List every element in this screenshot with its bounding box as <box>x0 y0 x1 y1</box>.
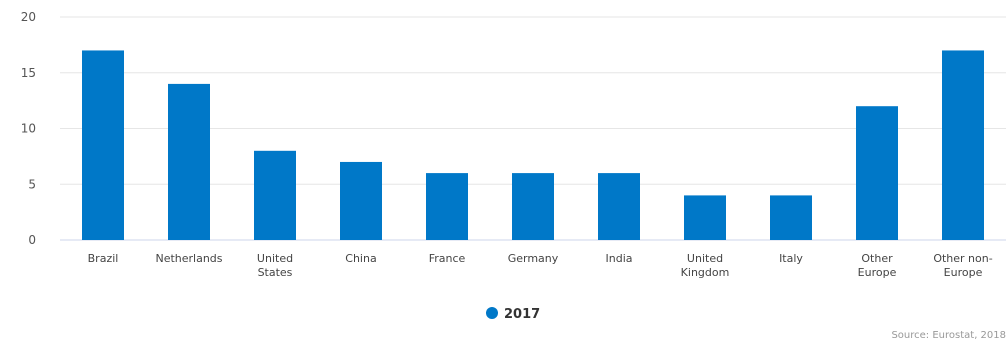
gridlines <box>60 16 1006 241</box>
x-tick-label-china: China <box>345 252 376 265</box>
legend-label-2017[interactable]: 2017 <box>504 307 540 322</box>
x-axis-category-labels: Brazil Netherlands United States China France… <box>88 252 993 279</box>
x-tick-label-italy: Italy <box>779 252 803 265</box>
y-tick-label-0: 0 <box>28 233 36 247</box>
bar-germany[interactable] <box>512 173 554 240</box>
legend[interactable]: 2017 <box>486 307 540 322</box>
bar-china[interactable] <box>340 161 382 240</box>
bar-united-kingdom[interactable] <box>684 195 726 240</box>
x-tick-label-other-europe: Other Europe <box>858 252 897 279</box>
x-tick-label-united-kingdom: United Kingdom <box>681 252 730 279</box>
x-tick-label-india: India <box>606 252 633 265</box>
y-tick-label-15: 15 <box>21 66 36 80</box>
bar-other-europe[interactable] <box>856 106 898 240</box>
bar-other-non-europe[interactable] <box>942 50 984 241</box>
bar-italy[interactable] <box>770 195 812 240</box>
x-tick-label-france: France <box>429 252 466 265</box>
x-tick-label-netherlands: Netherlands <box>155 252 222 265</box>
bar-france[interactable] <box>426 173 468 240</box>
bar-india[interactable] <box>598 173 640 240</box>
bar-brazil[interactable] <box>82 50 124 241</box>
x-tick-label-germany: Germany <box>508 252 559 265</box>
y-tick-label-20: 20 <box>21 10 36 24</box>
bar-united-states[interactable] <box>254 150 296 240</box>
x-tick-label-other-non-europe: Other non-Europe <box>933 252 992 279</box>
x-tick-label-brazil: Brazil <box>88 252 119 265</box>
bars <box>82 50 984 241</box>
y-tick-label-10: 10 <box>21 122 36 136</box>
bar-netherlands[interactable] <box>168 83 210 241</box>
legend-marker-2017[interactable] <box>486 307 498 319</box>
x-tick-label-united-states: United States <box>257 252 293 279</box>
y-axis-tick-labels: 0 5 10 15 20 <box>21 10 36 247</box>
source-credit: Source: Eurostat, 2018 <box>891 330 1006 341</box>
y-tick-label-5: 5 <box>28 177 36 191</box>
